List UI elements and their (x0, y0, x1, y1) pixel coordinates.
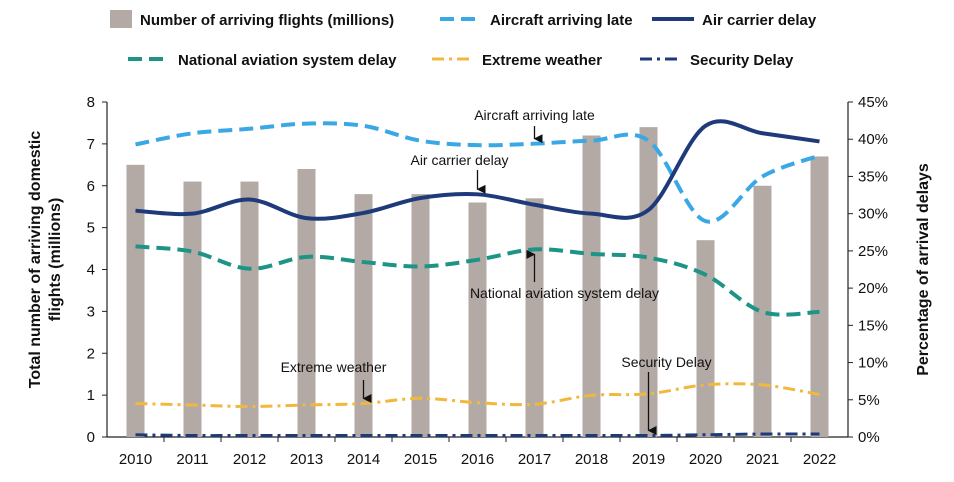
bar-2013 (297, 169, 316, 437)
bar-2017 (525, 198, 544, 437)
right-axis: 0% 5% 10% 15% 20% 25% 30% 35% 40% 45% (847, 94, 888, 446)
legend-label: Air carrier delay (702, 12, 817, 29)
bar-2022 (810, 156, 829, 437)
x-tick-label: 2021 (746, 451, 779, 468)
left-tick-label: 5 (87, 220, 95, 237)
bar-2015 (411, 194, 430, 437)
left-tick-label: 7 (87, 136, 95, 153)
legend-item-extreme-weather: Extreme weather (432, 52, 602, 69)
x-tick-label: 2020 (689, 451, 722, 468)
y-axis-title-left: Total number of arriving domestic flights… (27, 131, 64, 389)
legend-swatch (110, 10, 132, 28)
x-tick-label: 2019 (632, 451, 665, 468)
legend-item-national-aviation-system-delay: National aviation system delay (128, 52, 397, 69)
x-tick-label: 2011 (176, 451, 208, 468)
bar-2011 (183, 181, 202, 437)
left-tick-label: 2 (87, 345, 95, 362)
left-tick-label: 8 (87, 94, 95, 111)
x-tick-label: 2018 (575, 451, 608, 468)
y-axis-title-left-line1: Total number of arriving domestic (27, 131, 44, 389)
right-tick-label: 5% (858, 392, 880, 409)
legend-label: Number of arriving flights (millions) (140, 12, 394, 29)
annotations: Aircraft arriving late Air carrier delay N… (281, 107, 712, 436)
bar-2018 (582, 135, 601, 437)
right-tick-label: 40% (858, 131, 888, 148)
x-tick-label: 2014 (347, 451, 380, 468)
y-axis-title-right: Percentage of arrival delays (915, 163, 932, 376)
legend-item-aircraft-arriving-late: Aircraft arriving late (440, 12, 633, 29)
x-tick-label: 2022 (803, 451, 836, 468)
bar-2012 (240, 181, 259, 437)
right-tick-label: 0% (858, 429, 880, 446)
left-axis: 0 1 2 3 4 5 6 7 8 (87, 94, 108, 446)
left-tick-label: 6 (87, 178, 95, 195)
annotation-national-aviation-system-delay: National aviation system delay (470, 285, 659, 301)
series-line-national-aviation-system-delay (135, 244, 820, 317)
series-line-air-carrier-delay (135, 119, 820, 221)
right-tick-label: 45% (858, 94, 888, 111)
legend-label: Aircraft arriving late (490, 12, 633, 29)
annotation-aircraft-arriving-late: Aircraft arriving late (474, 107, 595, 123)
x-tick-label: 2015 (404, 451, 437, 468)
bar-2021 (753, 185, 772, 437)
bar-2014 (354, 194, 373, 437)
right-tick-label: 10% (858, 355, 888, 372)
y-axis-title-left-line2: flights (millions) (47, 198, 64, 322)
x-tick-label: 2013 (290, 451, 323, 468)
right-tick-label: 15% (858, 317, 888, 334)
series-line-extreme-weather (135, 382, 820, 408)
x-tick-label: 2016 (461, 451, 494, 468)
right-tick-label: 20% (858, 280, 888, 297)
legend-label: Extreme weather (482, 52, 602, 69)
annotation-security-delay: Security Delay (621, 354, 711, 370)
left-tick-label: 4 (87, 262, 95, 279)
bar-2020 (696, 240, 715, 437)
x-tick-label: 2010 (119, 451, 152, 468)
series-line-aircraft-arriving-late (135, 121, 821, 224)
x-axis: 2010 2011 2012 2013 2014 2015 2016 2017 2018 2019… (107, 436, 848, 468)
legend-item-number-of-arriving-flights-millions: Number of arriving flights (millions) (110, 10, 394, 29)
right-tick-label: 30% (858, 206, 888, 223)
legend-label: National aviation system delay (178, 52, 397, 69)
bar-2010 (126, 164, 145, 437)
right-tick-label: 25% (858, 243, 888, 260)
x-tick-label: 2017 (518, 451, 551, 468)
annotation-air-carrier-delay: Air carrier delay (410, 152, 508, 168)
legend: Number of arriving flights (millions) Air… (110, 10, 817, 69)
series-line-security-delay (135, 432, 820, 438)
left-tick-label: 0 (87, 429, 95, 446)
legend-item-air-carrier-delay: Air carrier delay (652, 12, 817, 29)
right-tick-label: 35% (858, 168, 888, 185)
legend-label: Security Delay (690, 52, 794, 69)
lines (135, 119, 821, 438)
legend-item-security-delay: Security Delay (640, 52, 794, 69)
left-tick-label: 1 (87, 387, 95, 404)
left-tick-label: 3 (87, 303, 95, 320)
x-tick-label: 2012 (233, 451, 266, 468)
annotation-extreme-weather: Extreme weather (281, 359, 387, 375)
